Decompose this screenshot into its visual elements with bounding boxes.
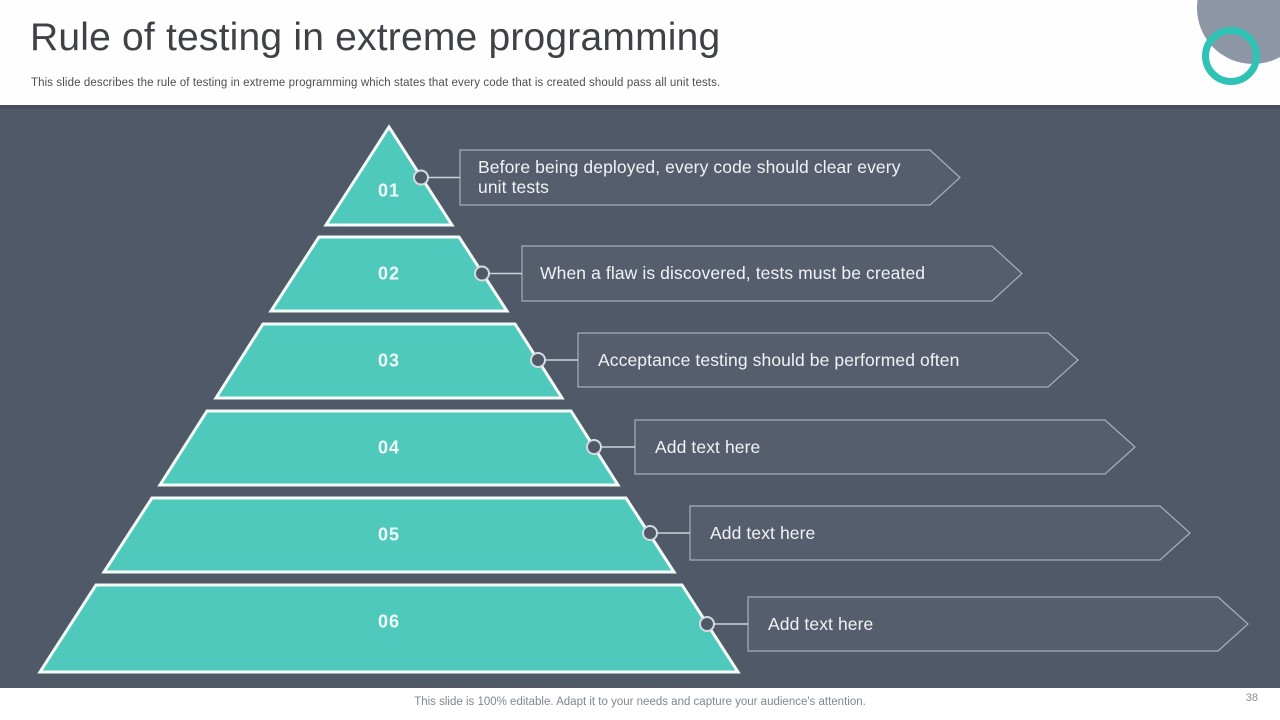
level-3-number: 03	[377, 350, 401, 371]
callout-3-shape	[577, 332, 1079, 388]
connector-6-dot	[699, 616, 715, 632]
page-number: 38	[1245, 692, 1258, 704]
callout-1-shape	[459, 149, 961, 206]
pyramid-level-5-shape	[101, 496, 677, 574]
callout-6-text: Add text here	[768, 613, 874, 634]
connector-3-dot	[530, 352, 546, 368]
pyramid-level-1-shape	[323, 124, 455, 227]
callout-5-text: Add text here	[710, 522, 816, 543]
decor-ring	[1202, 27, 1260, 85]
connector-2-dot	[474, 265, 490, 282]
pyramid-level-2-shape	[268, 235, 510, 313]
callout-3-text: Acceptance testing should be performed o…	[598, 349, 960, 370]
pyramid-diagram	[37, 124, 1249, 674]
connector-5-dot	[642, 525, 658, 541]
callout-1-text: Before being deployed, every code should…	[478, 156, 901, 197]
callout-2-shape	[521, 245, 1023, 302]
slide-footer: This slide is 100% editable. Adapt it to…	[0, 688, 1280, 720]
callout-5-shape	[689, 505, 1191, 561]
slide-subtitle: This slide describes the rule of testing…	[31, 77, 721, 89]
pyramid-level-3-shape	[213, 322, 565, 400]
level-6-number: 06	[377, 611, 401, 632]
pyramid-level-4-shape	[157, 409, 621, 487]
level-1-number: 01	[377, 180, 401, 201]
level-4-number: 04	[377, 437, 401, 458]
callout-2-text: When a flaw is discovered, tests must be…	[540, 262, 926, 283]
pyramid-level-6-shape	[37, 583, 741, 674]
connector-1-dot	[413, 169, 429, 186]
level-5-number: 05	[377, 524, 401, 545]
level-2-number: 02	[377, 263, 401, 284]
diagram-canvas: 01 02 03 04 05 06 Before being deployed,…	[0, 105, 1280, 688]
callout-4-shape	[634, 419, 1136, 475]
callout-4-text: Add text here	[655, 436, 761, 457]
callout-6-shape	[747, 596, 1249, 652]
connector-4-dot	[586, 439, 602, 455]
footer-note: This slide is 100% editable. Adapt it to…	[414, 696, 866, 708]
slide-title: Rule of testing in extreme programming	[30, 16, 721, 59]
slide-header: Rule of testing in extreme programming T…	[0, 0, 1280, 105]
